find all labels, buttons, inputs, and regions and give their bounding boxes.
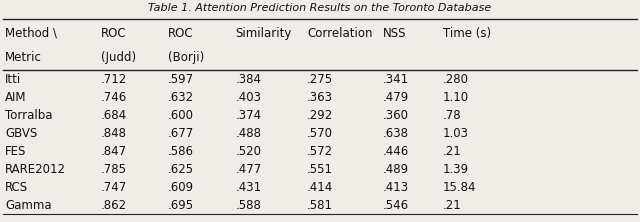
Text: Method \: Method \: [5, 27, 57, 40]
Text: AIM: AIM: [5, 91, 27, 104]
Text: .684: .684: [101, 109, 127, 122]
Text: Time (s): Time (s): [443, 27, 491, 40]
Text: .546: .546: [383, 199, 409, 212]
Text: Metric: Metric: [5, 51, 42, 64]
Text: .625: .625: [168, 163, 194, 176]
Text: .403: .403: [236, 91, 262, 104]
Text: .477: .477: [236, 163, 262, 176]
Text: Correlation: Correlation: [307, 27, 372, 40]
Text: .78: .78: [443, 109, 461, 122]
Text: GBVS: GBVS: [5, 127, 37, 140]
Text: 1.03: 1.03: [443, 127, 469, 140]
Text: Itti: Itti: [5, 73, 21, 86]
Text: Torralba: Torralba: [5, 109, 52, 122]
Text: .489: .489: [383, 163, 409, 176]
Text: .551: .551: [307, 163, 333, 176]
Text: .597: .597: [168, 73, 194, 86]
Text: .21: .21: [443, 145, 461, 158]
Text: .862: .862: [101, 199, 127, 212]
Text: NSS: NSS: [383, 27, 406, 40]
Text: ROC: ROC: [168, 27, 193, 40]
Text: .695: .695: [168, 199, 194, 212]
Text: .588: .588: [236, 199, 261, 212]
Text: .747: .747: [101, 181, 127, 194]
Text: .384: .384: [236, 73, 262, 86]
Text: .446: .446: [383, 145, 409, 158]
Text: .677: .677: [168, 127, 194, 140]
Text: .570: .570: [307, 127, 333, 140]
Text: .586: .586: [168, 145, 194, 158]
Text: .600: .600: [168, 109, 194, 122]
Text: .847: .847: [101, 145, 127, 158]
Text: .363: .363: [307, 91, 333, 104]
Text: .609: .609: [168, 181, 194, 194]
Text: .292: .292: [307, 109, 333, 122]
Text: .431: .431: [236, 181, 262, 194]
Text: RCS: RCS: [5, 181, 28, 194]
Text: .479: .479: [383, 91, 409, 104]
Text: Similarity: Similarity: [236, 27, 292, 40]
Text: 1.39: 1.39: [443, 163, 469, 176]
Text: 1.10: 1.10: [443, 91, 469, 104]
Text: .520: .520: [236, 145, 262, 158]
Text: .712: .712: [101, 73, 127, 86]
Text: .581: .581: [307, 199, 333, 212]
Text: .341: .341: [383, 73, 409, 86]
Text: (Judd): (Judd): [101, 51, 136, 64]
Text: .360: .360: [383, 109, 409, 122]
Text: .746: .746: [101, 91, 127, 104]
Text: Table 1. Attention Prediction Results on the Toronto Database: Table 1. Attention Prediction Results on…: [148, 3, 492, 13]
Text: (Borji): (Borji): [168, 51, 204, 64]
Text: .280: .280: [443, 73, 469, 86]
Text: ROC: ROC: [101, 27, 127, 40]
Text: .785: .785: [101, 163, 127, 176]
Text: .632: .632: [168, 91, 194, 104]
Text: .275: .275: [307, 73, 333, 86]
Text: .848: .848: [101, 127, 127, 140]
Text: Gamma: Gamma: [5, 199, 52, 212]
Text: .488: .488: [236, 127, 262, 140]
Text: .638: .638: [383, 127, 409, 140]
Text: .21: .21: [443, 199, 461, 212]
Text: .572: .572: [307, 145, 333, 158]
Text: .414: .414: [307, 181, 333, 194]
Text: FES: FES: [5, 145, 26, 158]
Text: .413: .413: [383, 181, 409, 194]
Text: 15.84: 15.84: [443, 181, 476, 194]
Text: RARE2012: RARE2012: [5, 163, 66, 176]
Text: .374: .374: [236, 109, 262, 122]
